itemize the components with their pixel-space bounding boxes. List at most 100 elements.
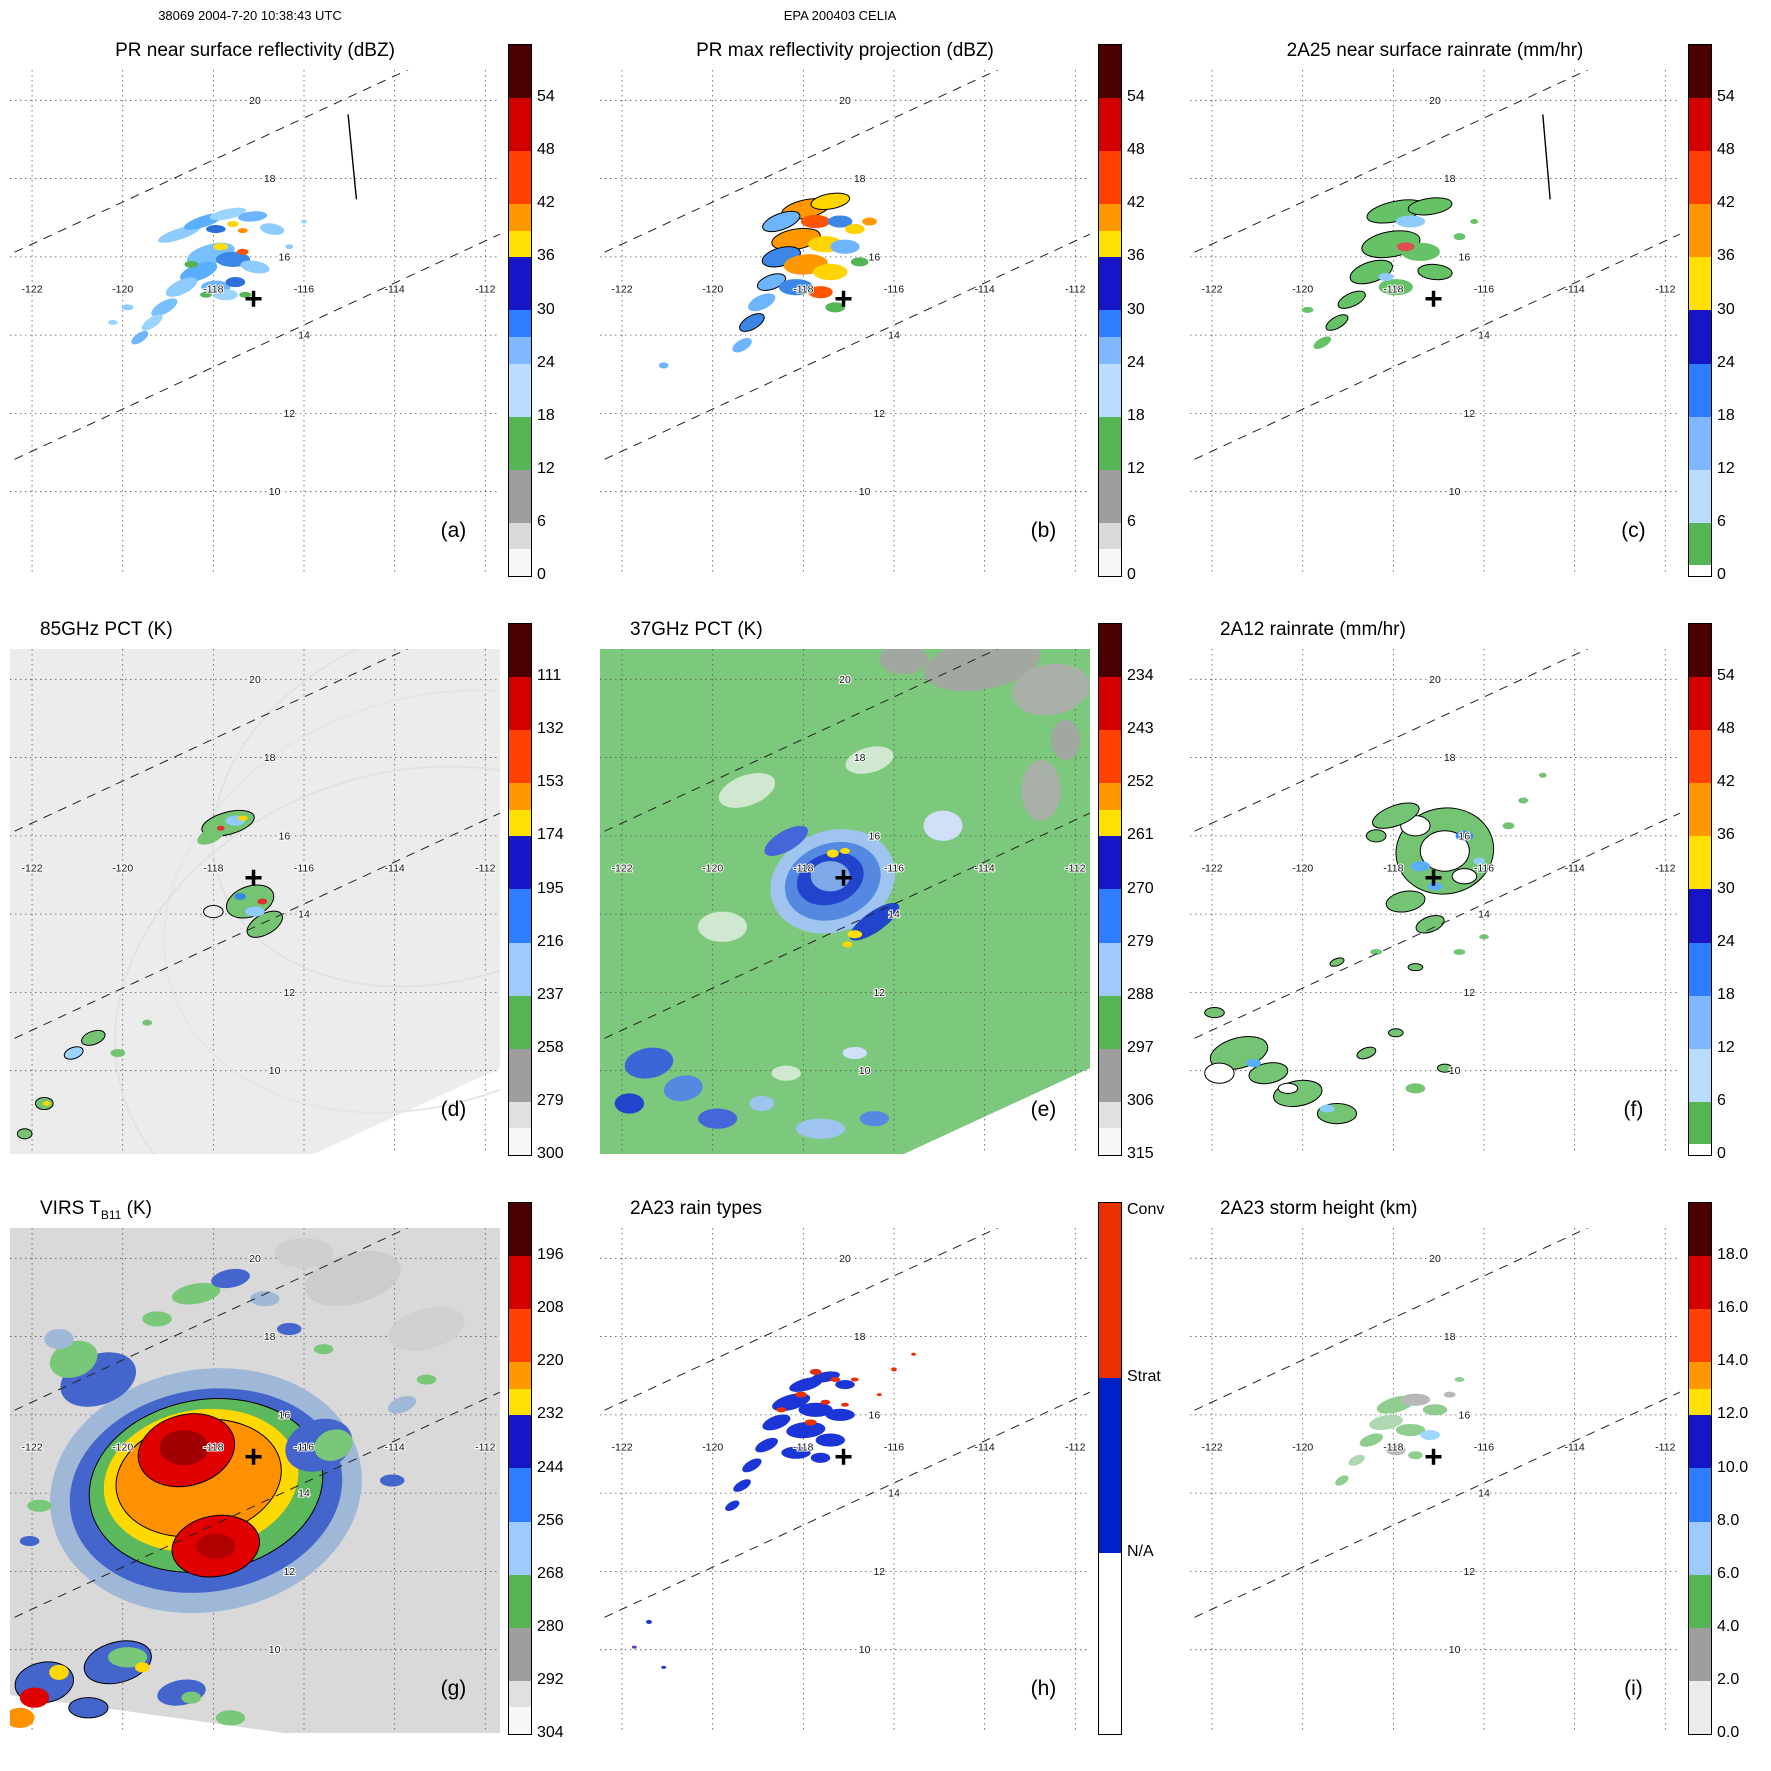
storm-blob <box>10 1707 35 1728</box>
storm-blob <box>49 1664 69 1680</box>
storm-blob <box>840 847 850 855</box>
panel-title-f: 2A12 rainrate (mm/hr) <box>1190 619 1680 641</box>
map-g: -122 -120 -118 -116 -114 -112 20 18 16 14 12 10 (g) <box>10 1228 500 1733</box>
storm-blob <box>314 1429 353 1461</box>
storm-blob <box>732 338 752 353</box>
colorbar-segment <box>1689 1468 1711 1522</box>
data-features <box>108 114 358 345</box>
colorbar-segment <box>509 889 531 943</box>
panel-letter: (i) <box>1624 1677 1643 1700</box>
colorbar-segment <box>1689 1627 1711 1681</box>
colorbar-segment <box>1689 1256 1711 1310</box>
colorbar-tick: 12.0 <box>1717 1405 1749 1423</box>
storm-blob <box>1021 760 1061 821</box>
colorbar-tick: 54 <box>1127 88 1145 106</box>
panel-title-e: 37GHz PCT (K) <box>600 619 1090 641</box>
data-features <box>614 649 1090 1139</box>
storm-blob <box>301 219 307 224</box>
graticule-labels: -122 -120 -118 -116 -114 -112 20 18 16 14 12 10 <box>1201 1252 1677 1657</box>
colorbar-tick: 24 <box>1717 932 1735 950</box>
colorbar-segment <box>1099 1048 1121 1102</box>
storm-blob <box>225 277 246 288</box>
storm-blob <box>778 279 814 296</box>
colorbar-tick: 6 <box>1717 512 1726 530</box>
colorbar-segment <box>1689 995 1711 1049</box>
colorbar-ticks-h: Conv Strat N/A <box>1127 1201 1179 1733</box>
colorbar-segment <box>1099 469 1121 523</box>
lon-label: -118 <box>793 1442 813 1454</box>
colorbar-tick: 279 <box>1127 932 1154 950</box>
colorbar-segment <box>1689 1388 1711 1416</box>
storm-blob <box>1422 1404 1448 1416</box>
lat-label: 10 <box>1449 486 1461 498</box>
storm-blob <box>203 905 224 919</box>
colorbar-segment <box>509 942 531 996</box>
colorbar-tick: 0 <box>1717 566 1726 583</box>
colorbar-segment <box>509 1627 531 1681</box>
storm-blob <box>237 211 268 222</box>
lon-label: -120 <box>1292 863 1313 875</box>
colorbar-segment <box>1099 889 1121 943</box>
swath-edge-lines <box>1190 649 1680 1041</box>
lon-label: -122 <box>1202 1442 1223 1454</box>
colorbar-f <box>1688 623 1712 1156</box>
panel-title-subscript: B11 <box>100 1207 122 1222</box>
lon-label: -118 <box>203 284 223 296</box>
colorbar-segment <box>509 1203 531 1257</box>
lat-label: 12 <box>873 408 885 420</box>
storm-blob <box>237 228 248 234</box>
lat-label: 12 <box>283 408 295 420</box>
storm-blob <box>614 1093 645 1114</box>
grid-lines <box>600 1228 1090 1733</box>
colorbar-segment <box>1099 257 1121 311</box>
storm-blob <box>1365 829 1387 843</box>
storm-blob <box>196 1533 236 1559</box>
colorbar-tick: 48 <box>1717 720 1735 738</box>
colorbar-segment <box>1099 363 1121 417</box>
storm-blob <box>213 243 229 251</box>
storm-blob <box>121 304 134 311</box>
graticule-labels: -122 -120 -118 -116 -114 -112 20 18 16 14 12 10 <box>21 94 497 499</box>
swath-edge-lines <box>10 1228 500 1620</box>
colorbar-tick: 12 <box>537 459 555 477</box>
storm-blob <box>1277 1082 1299 1094</box>
panel-a: PR near surface reflectivity (dBZ) -122 -1… <box>0 34 590 613</box>
panel-title-text: VIRS T <box>40 1198 101 1219</box>
lat-label: 18 <box>264 173 276 185</box>
lat-label: 12 <box>873 987 885 999</box>
storm-blob <box>1356 1046 1377 1060</box>
storm-blob <box>923 810 963 841</box>
lon-label: -116 <box>294 284 314 296</box>
colorbar-e <box>1098 623 1122 1156</box>
storm-blob <box>159 1430 209 1466</box>
colorbar-tick: 258 <box>537 1038 564 1056</box>
colorbar-tick: 6 <box>537 512 546 530</box>
colorbar-segment <box>1689 98 1711 152</box>
colorbar-tick: 280 <box>537 1617 564 1635</box>
panel-title-text: PR max reflectivity projection (dBZ) <box>696 40 994 61</box>
storm-blob <box>739 313 765 332</box>
colorbar-segment <box>509 204 531 231</box>
colorbar-tick: 54 <box>537 88 555 106</box>
panel-c: 2A25 near surface rainrate (mm/hr) -122 -1… <box>1180 34 1770 613</box>
panel-title-units: (K) <box>121 1198 152 1219</box>
lon-label: -122 <box>612 1442 633 1454</box>
lon-label: -112 <box>1065 1442 1085 1454</box>
storm-blob <box>827 215 853 228</box>
colorbar-ticks-d: 111 132 153 174 195 216 237 258 279 300 <box>537 623 589 1162</box>
colorbar-d <box>508 623 532 1156</box>
colorbar-tick: 0 <box>1717 1145 1726 1162</box>
storm-blob <box>859 1111 890 1127</box>
colorbar-tick: 306 <box>1127 1091 1154 1109</box>
colorbar-segment <box>1689 1203 1711 1257</box>
panel-title-h: 2A23 rain types <box>600 1198 1090 1220</box>
graticule-labels: -122 -120 -118 -116 -114 -112 20 18 16 14 12 10 <box>611 1252 1087 1657</box>
colorbar-tick: 243 <box>1127 720 1154 738</box>
storm-blob <box>200 291 212 298</box>
colorbar-segment <box>1099 310 1121 338</box>
storm-blob <box>1420 1430 1440 1441</box>
lat-label: 14 <box>888 1488 900 1500</box>
panel-letter: (h) <box>1031 1677 1057 1700</box>
storm-blob <box>1453 948 1466 956</box>
colorbar-tick: 268 <box>537 1564 564 1582</box>
